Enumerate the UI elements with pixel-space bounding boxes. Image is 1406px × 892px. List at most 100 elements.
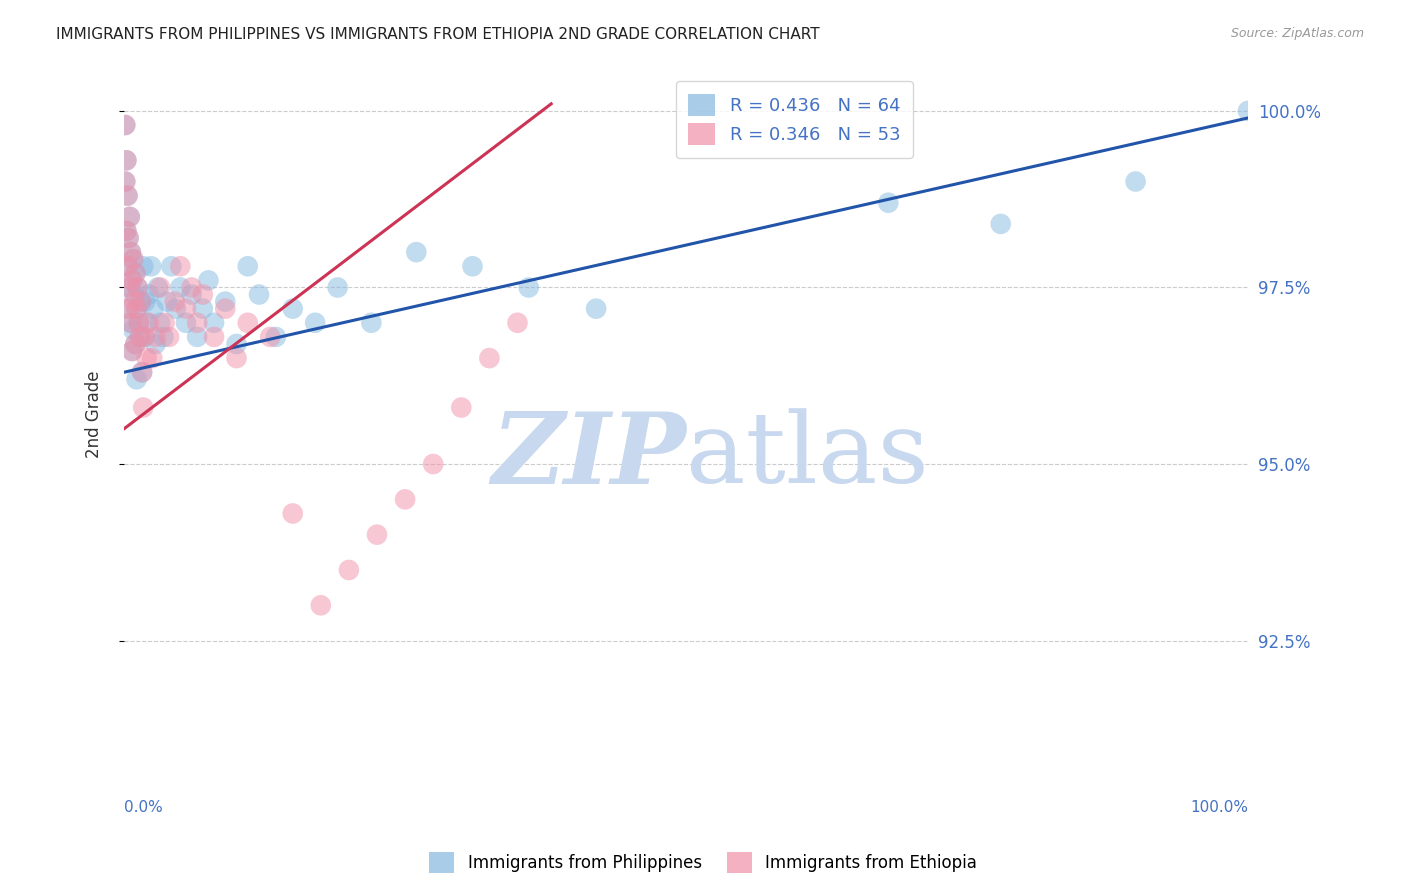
- Point: [128, 330, 150, 344]
- Point: [125, 301, 148, 316]
- Point: [124, 337, 146, 351]
- Point: [169, 280, 191, 294]
- Point: [138, 316, 160, 330]
- Point: [186, 316, 208, 330]
- Point: [115, 153, 138, 168]
- Point: [138, 287, 160, 301]
- Point: [422, 457, 444, 471]
- Point: [134, 330, 156, 344]
- Point: [118, 210, 141, 224]
- Point: [281, 301, 304, 316]
- Point: [202, 330, 225, 344]
- Point: [149, 280, 172, 294]
- Point: [118, 280, 141, 294]
- Point: [877, 195, 900, 210]
- Point: [160, 260, 183, 274]
- Point: [114, 175, 136, 189]
- Point: [186, 330, 208, 344]
- Point: [405, 245, 427, 260]
- Point: [360, 316, 382, 330]
- Point: [139, 260, 162, 274]
- Point: [125, 372, 148, 386]
- Point: [180, 287, 202, 301]
- Point: [121, 344, 143, 359]
- Point: [191, 287, 214, 301]
- Point: [153, 316, 176, 330]
- Point: [134, 294, 156, 309]
- Point: [236, 260, 259, 274]
- Point: [128, 330, 150, 344]
- Point: [304, 316, 326, 330]
- Point: [114, 118, 136, 132]
- Point: [156, 294, 179, 309]
- Text: 0.0%: 0.0%: [124, 799, 163, 814]
- Text: atlas: atlas: [686, 409, 929, 504]
- Point: [122, 287, 145, 301]
- Text: IMMIGRANTS FROM PHILIPPINES VS IMMIGRANTS FROM ETHIOPIA 2ND GRADE CORRELATION CH: IMMIGRANTS FROM PHILIPPINES VS IMMIGRANT…: [56, 27, 820, 42]
- Point: [131, 365, 153, 379]
- Point: [146, 280, 169, 294]
- Point: [121, 273, 143, 287]
- Point: [117, 301, 139, 316]
- Point: [120, 245, 142, 260]
- Point: [122, 252, 145, 267]
- Point: [214, 301, 236, 316]
- Point: [174, 316, 197, 330]
- Point: [122, 252, 145, 267]
- Point: [122, 323, 145, 337]
- Point: [124, 266, 146, 280]
- Point: [366, 527, 388, 541]
- Point: [117, 231, 139, 245]
- Point: [394, 492, 416, 507]
- Point: [309, 599, 332, 613]
- Point: [450, 401, 472, 415]
- Point: [478, 351, 501, 365]
- Point: [259, 330, 281, 344]
- Point: [115, 224, 138, 238]
- Point: [461, 260, 484, 274]
- Point: [124, 337, 146, 351]
- Point: [115, 153, 138, 168]
- Point: [163, 294, 186, 309]
- Point: [214, 294, 236, 309]
- Point: [129, 294, 152, 309]
- Point: [114, 175, 136, 189]
- Point: [152, 330, 174, 344]
- Point: [517, 280, 540, 294]
- Point: [114, 118, 136, 132]
- Point: [145, 337, 167, 351]
- Text: ZIP: ZIP: [491, 408, 686, 504]
- Point: [120, 316, 142, 330]
- Point: [125, 301, 148, 316]
- Point: [1237, 103, 1260, 118]
- Legend: Immigrants from Philippines, Immigrants from Ethiopia: Immigrants from Philippines, Immigrants …: [422, 846, 984, 880]
- Point: [149, 316, 172, 330]
- Point: [135, 351, 157, 365]
- Point: [506, 316, 529, 330]
- Point: [128, 316, 150, 330]
- Point: [118, 280, 141, 294]
- Point: [117, 260, 139, 274]
- Point: [264, 330, 287, 344]
- Point: [197, 273, 219, 287]
- Point: [247, 287, 270, 301]
- Point: [121, 273, 143, 287]
- Point: [115, 224, 138, 238]
- Point: [127, 280, 149, 294]
- Point: [990, 217, 1012, 231]
- Point: [117, 188, 139, 202]
- Point: [145, 330, 167, 344]
- Text: 100.0%: 100.0%: [1189, 799, 1249, 814]
- Point: [127, 280, 149, 294]
- Point: [141, 351, 163, 365]
- Point: [225, 337, 247, 351]
- Point: [191, 301, 214, 316]
- Y-axis label: 2nd Grade: 2nd Grade: [86, 371, 103, 458]
- Point: [180, 280, 202, 294]
- Point: [165, 301, 187, 316]
- Legend: R = 0.436   N = 64, R = 0.346   N = 53: R = 0.436 N = 64, R = 0.346 N = 53: [676, 81, 912, 158]
- Point: [117, 188, 139, 202]
- Text: Source: ZipAtlas.com: Source: ZipAtlas.com: [1230, 27, 1364, 40]
- Point: [1125, 175, 1147, 189]
- Point: [132, 401, 155, 415]
